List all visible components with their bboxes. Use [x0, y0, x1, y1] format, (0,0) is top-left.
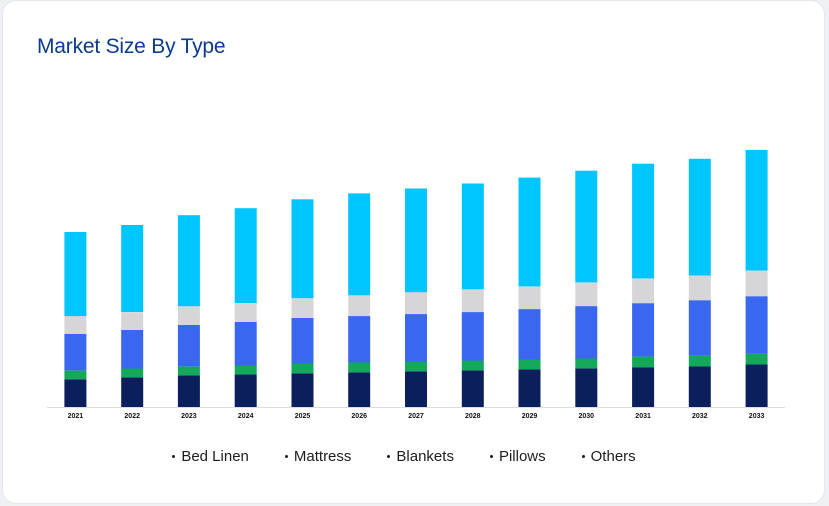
bar-others-2031: [632, 163, 655, 279]
bar-mattress-2024: [234, 365, 257, 375]
bar-others-2023: [177, 215, 200, 307]
x-tick-label: 2029: [522, 413, 538, 420]
bar-pillows-2025: [291, 298, 314, 318]
bar-others-2024: [234, 208, 257, 304]
bar-blankets-2023: [177, 324, 200, 367]
legend-label: Mattress: [293, 448, 352, 465]
bar-blankets-2027: [405, 314, 427, 362]
bar-blankets-2030: [575, 306, 598, 359]
bar-pillows-2030: [575, 282, 598, 307]
bar-bed-linen-2021: [64, 379, 87, 407]
bar-bed-linen-2027: [405, 371, 427, 407]
bar-bed-linen-2033: [745, 364, 768, 407]
legend-item-blankets[interactable]: Blankets: [387, 448, 454, 465]
x-tick-label: 2024: [238, 413, 254, 420]
bar-others-2022: [121, 225, 144, 312]
bar-bed-linen-2031: [632, 367, 655, 407]
bar-blankets-2024: [234, 322, 257, 366]
legend-label: Others: [590, 448, 636, 465]
bar-mattress-2023: [177, 366, 200, 376]
x-tick-label: 2032: [692, 413, 708, 420]
bar-blankets-2029: [518, 309, 541, 360]
chart-title: Market Size By Type: [37, 35, 226, 58]
bar-others-2030: [575, 170, 598, 283]
bar-pillows-2022: [121, 312, 144, 330]
bar-mattress-2021: [64, 370, 87, 380]
bar-mattress-2030: [575, 358, 598, 369]
x-tick-label: 2031: [635, 413, 651, 420]
bar-blankets-2022: [121, 329, 144, 369]
legend-item-others[interactable]: Others: [581, 448, 636, 465]
x-tick-label: 2023: [181, 413, 197, 420]
bar-pillows-2029: [518, 286, 541, 310]
bar-others-2033: [745, 149, 768, 271]
bar-pillows-2028: [461, 289, 484, 312]
chart-legend: Bed Linen Mattress Blankets Pillows Others: [0, 448, 808, 465]
bar-others-2029: [518, 177, 541, 287]
bar-bed-linen-2023: [177, 375, 200, 407]
bullet-icon: [489, 455, 493, 458]
bar-bed-linen-2030: [575, 368, 598, 407]
bar-bed-linen-2032: [688, 366, 711, 407]
stacked-bar-chart: 2021 2022 2023 2024 2025 2026 2027 2028 2029 2030…: [47, 149, 785, 420]
x-tick-label: 2022: [124, 413, 140, 420]
bar-others-2028: [461, 183, 484, 290]
bar-blankets-2025: [291, 318, 314, 364]
bar-blankets-2021: [64, 333, 87, 371]
bar-pillows-2021: [64, 316, 87, 334]
bar-bed-linen-2026: [348, 372, 371, 407]
bullet-icon: [172, 455, 176, 458]
bar-pillows-2026: [348, 295, 371, 317]
bar-pillows-2027: [405, 292, 427, 315]
x-tick-label: 2027: [408, 413, 424, 420]
bar-mattress-2025: [291, 363, 314, 374]
bar-mattress-2033: [745, 353, 768, 365]
bullet-icon: [284, 455, 288, 458]
bar-blankets-2033: [745, 296, 768, 354]
bar-pillows-2023: [177, 306, 200, 325]
bar-pillows-2033: [745, 270, 768, 297]
legend-label: Pillows: [498, 448, 546, 465]
x-tick-label: 2033: [749, 413, 765, 420]
bar-mattress-2031: [632, 356, 655, 368]
bar-blankets-2032: [688, 300, 711, 356]
bar-others-2021: [64, 232, 87, 317]
bar-mattress-2026: [348, 362, 371, 373]
bar-others-2032: [688, 158, 711, 276]
bullet-icon: [581, 455, 585, 458]
bar-bed-linen-2028: [461, 370, 484, 407]
x-tick-label: 2025: [295, 413, 311, 420]
bar-blankets-2026: [348, 316, 371, 363]
x-tick-label: 2026: [351, 413, 367, 420]
x-tick-label: 2028: [465, 413, 481, 420]
bar-others-2025: [291, 199, 314, 299]
bar-bed-linen-2024: [234, 374, 257, 407]
bar-others-2027: [405, 188, 427, 293]
bar-pillows-2032: [688, 275, 711, 301]
legend-item-pillows[interactable]: Pillows: [489, 448, 546, 465]
bar-pillows-2031: [632, 278, 655, 304]
bar-blankets-2028: [461, 312, 484, 361]
bar-mattress-2022: [121, 368, 144, 378]
bar-blankets-2031: [632, 303, 655, 357]
bullet-icon: [387, 455, 391, 458]
bar-others-2026: [348, 193, 371, 296]
bar-bed-linen-2029: [518, 369, 541, 407]
bar-pillows-2024: [234, 303, 257, 322]
bar-mattress-2028: [461, 360, 484, 371]
legend-label: Blankets: [396, 448, 454, 465]
x-tick-label: 2021: [68, 413, 84, 420]
bar-mattress-2029: [518, 359, 541, 370]
bar-mattress-2032: [688, 355, 711, 367]
legend-item-mattress[interactable]: Mattress: [284, 448, 352, 465]
x-tick-label: 2030: [579, 413, 595, 420]
bar-bed-linen-2022: [121, 377, 144, 407]
bar-bed-linen-2025: [291, 373, 314, 407]
legend-label: Bed Linen: [181, 448, 249, 465]
legend-item-bed-linen[interactable]: Bed Linen: [172, 448, 249, 465]
bar-mattress-2027: [405, 361, 427, 372]
